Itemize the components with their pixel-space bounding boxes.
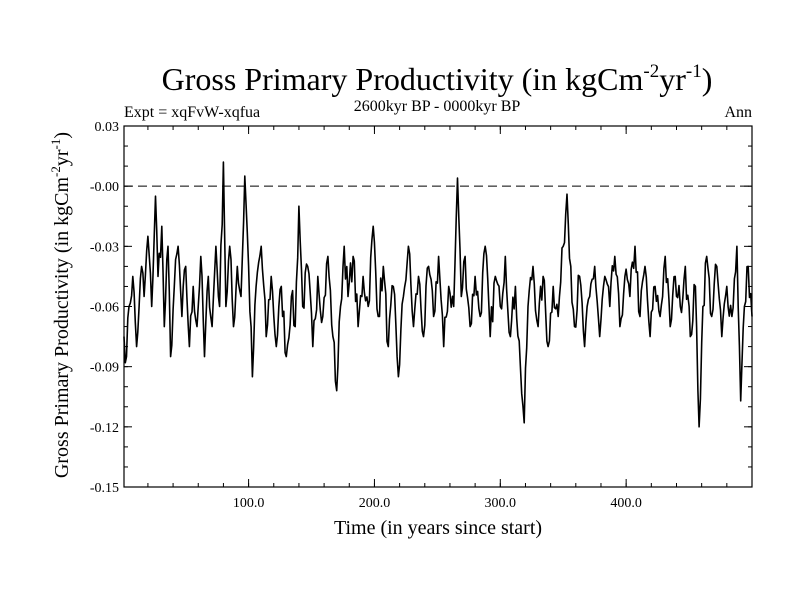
y-tick-label: -0.00 <box>90 180 119 195</box>
chart-title-sup-2: -1 <box>686 61 702 82</box>
time-range-label: 2600kyr BP - 0000kyr BP <box>354 98 521 115</box>
y-axis-label-sup-1: -2 <box>48 166 63 177</box>
axis-tick-labels: 0.03 -0.00 -0.03 -0.06 -0.09 -0.12 -0.15 100.0 2… <box>90 120 642 511</box>
x-axis-label: Time (in years since start) <box>334 517 542 539</box>
chart-title-main: Gross Primary Productivity (in kgCm <box>162 61 644 97</box>
y-tick-label: 0.03 <box>95 120 120 135</box>
y-axis-label: Gross Primary Productivity (in kgCm-2yr-… <box>48 132 73 478</box>
x-tick-label: 200.0 <box>359 496 391 511</box>
y-tick-label: -0.06 <box>90 301 119 316</box>
y-axis-label-end: ) <box>51 132 73 139</box>
y-tick-label: -0.03 <box>90 240 119 255</box>
y-tick-label: -0.15 <box>90 481 119 496</box>
season-label: Ann <box>724 104 752 121</box>
experiment-label: Expt = xqFvW-xqfua <box>124 104 260 121</box>
y-axis-label-mid: yr <box>51 149 73 166</box>
x-tick-label: 400.0 <box>610 496 642 511</box>
y-axis-label-sup-2: -1 <box>48 139 63 150</box>
gpp-series-line <box>123 161 753 428</box>
chart-title-end: ) <box>702 61 713 97</box>
y-tick-label: -0.09 <box>90 361 119 376</box>
chart-title-sup-1: -2 <box>643 61 659 82</box>
x-tick-label: 100.0 <box>233 496 265 511</box>
y-tick-label: -0.12 <box>90 421 119 436</box>
x-tick-label: 300.0 <box>485 496 517 511</box>
chart-title: Gross Primary Productivity (in kgCm-2yr-… <box>162 61 713 97</box>
chart-title-mid: yr <box>659 61 686 97</box>
y-axis-label-main: Gross Primary Productivity (in kgCm <box>51 177 73 479</box>
axis-ticks <box>124 125 752 488</box>
